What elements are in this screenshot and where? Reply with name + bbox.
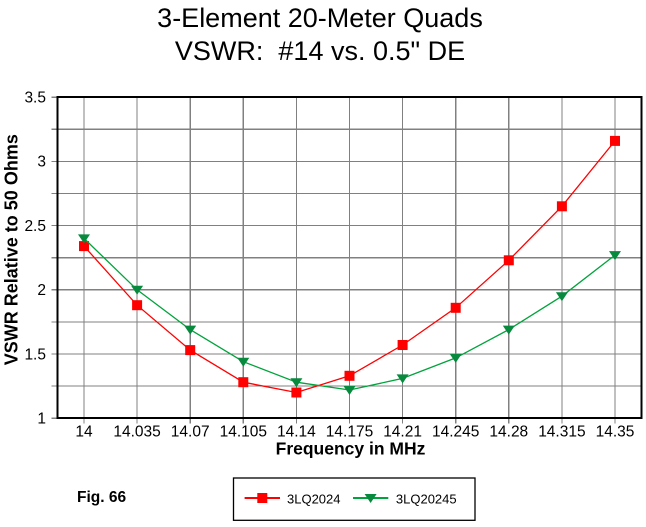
svg-text:2: 2 <box>37 282 46 299</box>
svg-text:14.245: 14.245 <box>432 424 479 441</box>
svg-text:14.28: 14.28 <box>489 424 528 441</box>
svg-text:14: 14 <box>75 424 93 441</box>
svg-text:3: 3 <box>37 154 46 171</box>
svg-text:3LQ20245: 3LQ20245 <box>396 491 457 506</box>
svg-text:14.175: 14.175 <box>326 424 373 441</box>
svg-text:VSWR: #14 vs. 0.5" DE: VSWR: #14 vs. 0.5" DE <box>175 36 465 66</box>
svg-text:3LQ2024: 3LQ2024 <box>287 491 341 506</box>
svg-text:VSWR Relative to 50 Ohms: VSWR Relative to 50 Ohms <box>2 134 22 365</box>
svg-text:1.5: 1.5 <box>24 346 46 363</box>
svg-text:14.35: 14.35 <box>596 424 635 441</box>
svg-text:Frequency in MHz: Frequency in MHz <box>276 438 426 458</box>
svg-text:2.5: 2.5 <box>24 218 46 235</box>
svg-text:14.07: 14.07 <box>171 424 210 441</box>
svg-text:14.21: 14.21 <box>383 424 422 441</box>
svg-text:14.105: 14.105 <box>220 424 267 441</box>
svg-text:14.315: 14.315 <box>538 424 585 441</box>
svg-text:14.14: 14.14 <box>277 424 316 441</box>
svg-text:3-Element 20-Meter Quads: 3-Element 20-Meter Quads <box>157 3 483 33</box>
svg-text:Fig. 66: Fig. 66 <box>77 489 126 506</box>
svg-text:14.035: 14.035 <box>113 424 160 441</box>
svg-text:3.5: 3.5 <box>24 90 46 107</box>
svg-text:1: 1 <box>37 411 46 428</box>
